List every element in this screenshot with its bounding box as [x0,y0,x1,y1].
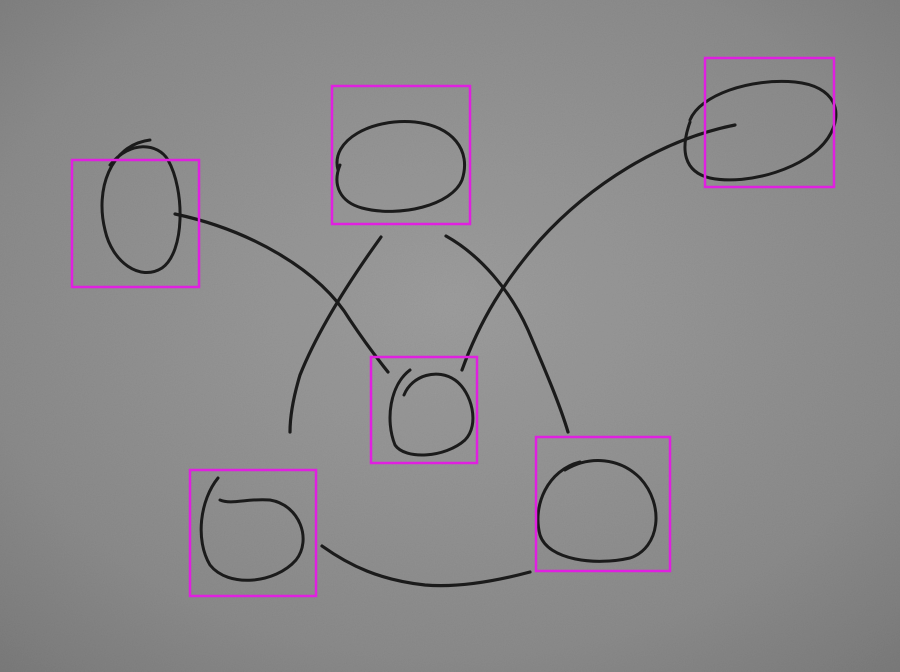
edge-left-to-center [173,212,390,374]
edge-top-to-lower-left [288,235,383,434]
node-bottom-right [536,459,658,563]
annotation-box-right [703,56,836,189]
annotation-box-top [330,84,472,226]
nodes [100,79,838,582]
node-left [100,138,182,274]
edges [173,123,737,588]
node-bottom-left [199,476,305,582]
edge-right-to-center [460,123,737,372]
annotation-box-left [70,158,201,289]
edge-bottom-left-to-bottom-right [320,544,532,588]
annotation-box-bottom-right [534,435,672,573]
node-top [335,120,467,213]
node-right [683,79,838,182]
edge-top-to-bottom-right [444,234,570,434]
annotation-box-bottom-left [188,468,318,598]
annotation-boxes [70,56,836,598]
annotation-box-center [369,355,479,465]
node-center [388,368,475,457]
